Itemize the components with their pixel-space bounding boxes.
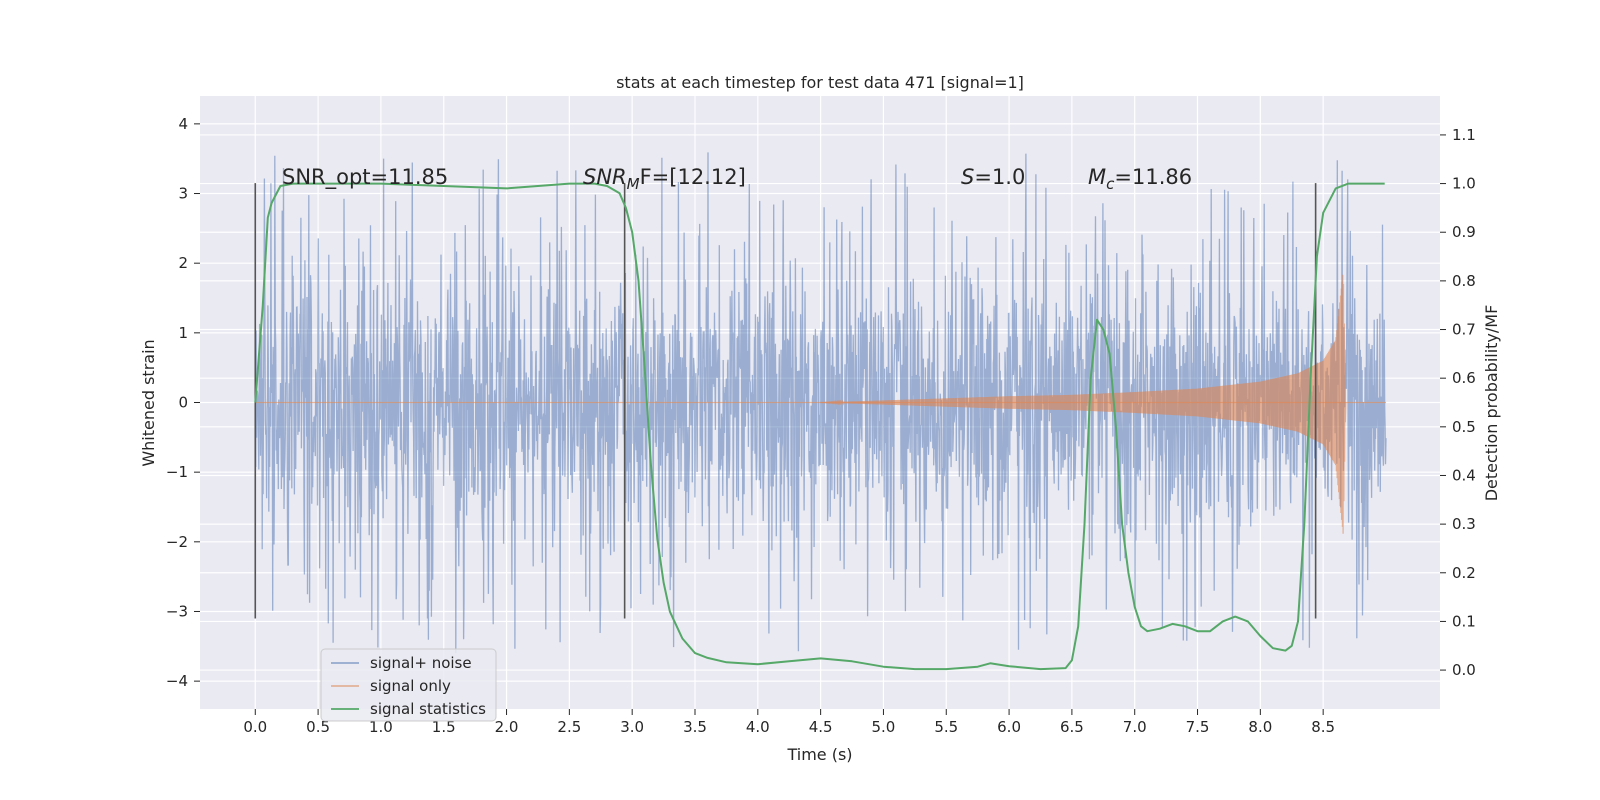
y-tick-label: 1 bbox=[178, 324, 188, 342]
y2-tick-label: 0.6 bbox=[1452, 369, 1476, 387]
annotation-mc: Mc=11.86 bbox=[1088, 165, 1192, 193]
annotation-s-rest: =1.0 bbox=[974, 165, 1025, 189]
x-tick-label: 5.0 bbox=[872, 718, 896, 736]
chart-title: stats at each timestep for test data 471… bbox=[616, 73, 1024, 92]
annotation-s: S=1.0 bbox=[961, 165, 1025, 189]
annotation-snr-mf: SNRMF=[12.12] bbox=[583, 165, 746, 193]
x-tick-label: 2.5 bbox=[557, 718, 581, 736]
x-tick-label: 0.5 bbox=[306, 718, 330, 736]
series-signal-noise bbox=[254, 152, 1387, 654]
y2-tick-label: 0.3 bbox=[1452, 515, 1476, 533]
x-tick-label: 7.0 bbox=[1123, 718, 1147, 736]
y2-tick-label: 0.4 bbox=[1452, 466, 1476, 484]
x-tick-label: 3.0 bbox=[620, 718, 644, 736]
y2-tick-label: 0.0 bbox=[1452, 661, 1476, 679]
annotation-mc-rest: =11.86 bbox=[1114, 165, 1192, 189]
y2-tick-label: 0.5 bbox=[1452, 418, 1476, 436]
y2-tick-label: 0.9 bbox=[1452, 223, 1476, 241]
y2-tick-label: 1.1 bbox=[1452, 126, 1476, 144]
legend-box bbox=[320, 648, 497, 722]
x-tick-label: 7.5 bbox=[1186, 718, 1210, 736]
x-tick-label: 2.0 bbox=[495, 718, 519, 736]
y2-tick-label: 0.7 bbox=[1452, 321, 1476, 339]
y2-axis-label: Detection probability/MF bbox=[1482, 305, 1501, 502]
legend-label-signal-statistics: signal statistics bbox=[370, 700, 486, 718]
y-tick-label: −2 bbox=[166, 533, 188, 551]
annotation-snr-mf-main: SNR bbox=[583, 165, 627, 189]
x-tick-label: 1.5 bbox=[432, 718, 456, 736]
y-tick-label: 2 bbox=[178, 254, 188, 272]
annotation-s-main: S bbox=[961, 165, 974, 189]
annotation-snr-mf-sub: M bbox=[627, 175, 640, 193]
x-tick-label: 4.5 bbox=[809, 718, 833, 736]
y2-tick-label: 0.8 bbox=[1452, 272, 1476, 290]
noise-series-layer bbox=[254, 152, 1387, 654]
annotation-mc-sub: c bbox=[1106, 175, 1115, 193]
legend-label-signal-noise: signal+ noise bbox=[370, 654, 472, 672]
y2-tick-label: 0.1 bbox=[1452, 612, 1476, 630]
y-tick-label: 0 bbox=[178, 394, 188, 412]
y2-tick-label: 1.0 bbox=[1452, 175, 1476, 193]
x-tick-label: 6.0 bbox=[997, 718, 1021, 736]
x-axis-label: Time (s) bbox=[786, 745, 852, 764]
x-tick-label: 0.0 bbox=[243, 718, 267, 736]
legend-label-signal-only: signal only bbox=[370, 677, 451, 695]
x-tick-label: 8.0 bbox=[1248, 718, 1272, 736]
x-tick-label: 3.5 bbox=[683, 718, 707, 736]
y-tick-label: −3 bbox=[166, 602, 188, 620]
annotations: SNR_opt=11.85 SNRMF=[12.12] S=1.0 Mc=11.… bbox=[282, 165, 1192, 193]
y-tick-label: −1 bbox=[166, 463, 188, 481]
annotation-snr-opt: SNR_opt=11.85 bbox=[282, 165, 448, 190]
annotation-snr-mf-rest: F=[12.12] bbox=[640, 165, 746, 189]
series-signal-statistics bbox=[254, 182, 1385, 671]
x-tick-label: 4.0 bbox=[746, 718, 770, 736]
x-tick-label: 1.0 bbox=[369, 718, 393, 736]
statistics-series-layer bbox=[254, 182, 1385, 671]
y2-tick-label: 0.2 bbox=[1452, 564, 1476, 582]
annotation-mc-main: M bbox=[1088, 165, 1106, 189]
y-axis-label: Whitened strain bbox=[139, 339, 158, 466]
x-tick-label: 6.5 bbox=[1060, 718, 1084, 736]
y-tick-label: 3 bbox=[178, 185, 188, 203]
series-signal-only bbox=[820, 274, 1347, 534]
x-tick-label: 8.5 bbox=[1311, 718, 1335, 736]
legend: signal+ noise signal only signal statist… bbox=[320, 648, 497, 722]
tick-layer: 0.0 0.5 1.0 1.5 2.0 2.5 3.0 3.5 4.0 4.5 5.0 5.5 6.0 6… bbox=[166, 115, 1476, 736]
chirp-series-layer bbox=[255, 274, 1386, 534]
y-tick-label: −4 bbox=[166, 672, 188, 690]
x-tick-label: 5.5 bbox=[934, 718, 958, 736]
y-tick-label: 4 bbox=[178, 115, 188, 133]
